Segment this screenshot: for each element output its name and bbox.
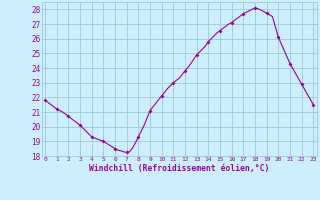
X-axis label: Windchill (Refroidissement éolien,°C): Windchill (Refroidissement éolien,°C)	[89, 164, 269, 173]
